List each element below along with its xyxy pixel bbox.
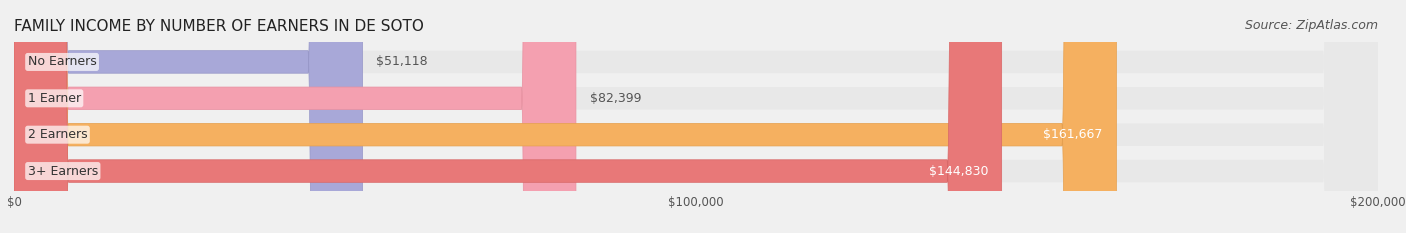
Text: $144,830: $144,830 bbox=[928, 164, 988, 178]
Text: 2 Earners: 2 Earners bbox=[28, 128, 87, 141]
FancyBboxPatch shape bbox=[14, 0, 1378, 233]
FancyBboxPatch shape bbox=[14, 0, 1116, 233]
Text: $161,667: $161,667 bbox=[1043, 128, 1102, 141]
Text: 1 Earner: 1 Earner bbox=[28, 92, 80, 105]
Text: $51,118: $51,118 bbox=[377, 55, 427, 69]
Text: FAMILY INCOME BY NUMBER OF EARNERS IN DE SOTO: FAMILY INCOME BY NUMBER OF EARNERS IN DE… bbox=[14, 19, 425, 34]
Text: $82,399: $82,399 bbox=[589, 92, 641, 105]
Text: Source: ZipAtlas.com: Source: ZipAtlas.com bbox=[1244, 19, 1378, 32]
FancyBboxPatch shape bbox=[14, 0, 1378, 233]
FancyBboxPatch shape bbox=[14, 0, 1001, 233]
Text: No Earners: No Earners bbox=[28, 55, 97, 69]
Text: 3+ Earners: 3+ Earners bbox=[28, 164, 98, 178]
FancyBboxPatch shape bbox=[14, 0, 363, 233]
FancyBboxPatch shape bbox=[14, 0, 1378, 233]
FancyBboxPatch shape bbox=[14, 0, 576, 233]
FancyBboxPatch shape bbox=[14, 0, 1378, 233]
